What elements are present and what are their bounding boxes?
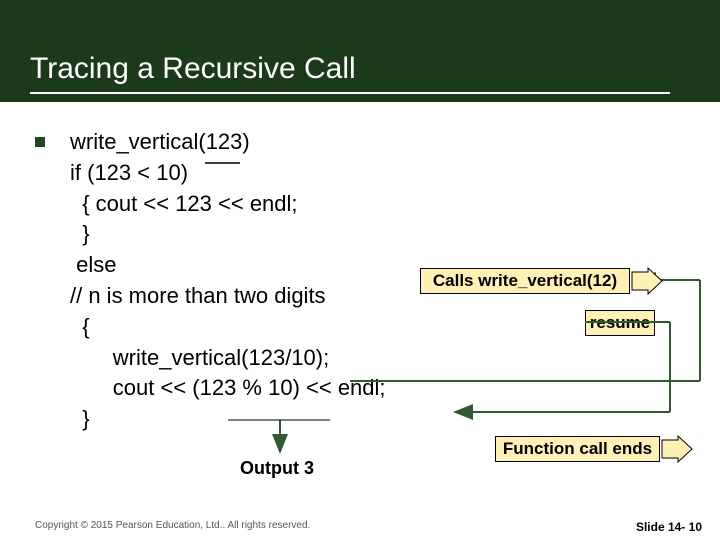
- bullet-icon: [35, 137, 45, 147]
- callout-ends: Function call ends: [495, 436, 660, 462]
- callout-calls: Calls write_vertical(12): [420, 268, 630, 294]
- copyright-text: Copyright © 2015 Pearson Education, Ltd.…: [35, 520, 310, 534]
- slide-header: Tracing a Recursive Call: [0, 0, 720, 102]
- code-line: {: [70, 314, 90, 339]
- code-line: }: [70, 406, 90, 431]
- slide-footer: Copyright © 2015 Pearson Education, Ltd.…: [0, 520, 720, 534]
- code-line: { cout << 123 << endl;: [70, 191, 298, 216]
- code-line: // n is more than two digits: [70, 283, 326, 308]
- code-line: if (123 < 10): [70, 160, 188, 185]
- callout-output: Output 3: [240, 458, 314, 479]
- code-line: cout << (123 % 10) << endl;: [70, 375, 386, 400]
- code-line: else: [70, 252, 116, 277]
- code-line: write_vertical(123): [70, 129, 250, 154]
- code-line: write_vertical(123/10);: [70, 345, 329, 370]
- callout-resume: resume: [585, 310, 655, 336]
- slide-title: Tracing a Recursive Call: [30, 52, 670, 94]
- code-line: }: [70, 221, 90, 246]
- slide-number: Slide 14- 10: [636, 520, 702, 534]
